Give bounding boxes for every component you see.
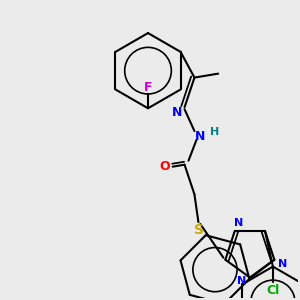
Text: N: N — [278, 259, 287, 269]
Text: N: N — [171, 106, 182, 119]
Text: N: N — [234, 218, 243, 228]
Text: F: F — [144, 81, 152, 94]
Text: Cl: Cl — [266, 284, 280, 297]
Text: N: N — [195, 130, 206, 143]
Text: S: S — [194, 223, 204, 237]
Text: H: H — [210, 127, 219, 137]
Text: N: N — [237, 277, 247, 286]
Text: O: O — [159, 160, 170, 173]
